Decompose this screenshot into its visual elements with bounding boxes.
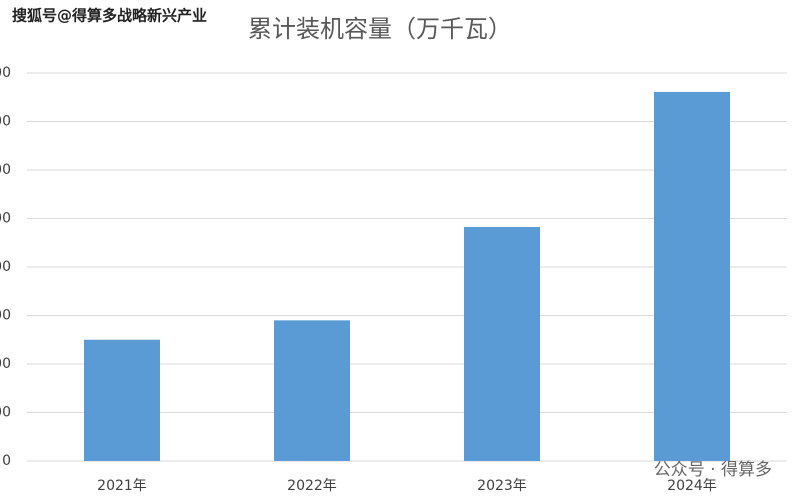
x-tick-label: 2023年 bbox=[477, 478, 527, 494]
bar bbox=[84, 339, 160, 461]
y-tick-label: 600 bbox=[0, 308, 11, 324]
watermark: 搜狐号@得算多战略新兴产业 bbox=[12, 7, 207, 25]
y-tick-label: 800 bbox=[0, 259, 11, 275]
y-tick-label: 0 bbox=[2, 453, 11, 469]
bar bbox=[274, 320, 350, 461]
watermark: 公众号 · 得算多 bbox=[654, 460, 772, 480]
y-tick-label: 1200 bbox=[0, 162, 11, 178]
y-tick-label: 200 bbox=[0, 405, 11, 421]
chart-title: 累计装机容量（万千瓦） bbox=[248, 15, 512, 43]
y-tick-label: 1400 bbox=[0, 114, 11, 130]
x-tick-label: 2024年 bbox=[667, 478, 717, 494]
y-tick-label: 1000 bbox=[0, 211, 11, 227]
bar bbox=[464, 226, 540, 461]
y-tick-label: 400 bbox=[0, 356, 11, 372]
y-tick-label: 1600 bbox=[0, 65, 11, 81]
x-tick-label: 2021年 bbox=[97, 478, 147, 494]
x-tick-label: 2022年 bbox=[287, 478, 337, 494]
bar bbox=[654, 91, 730, 461]
